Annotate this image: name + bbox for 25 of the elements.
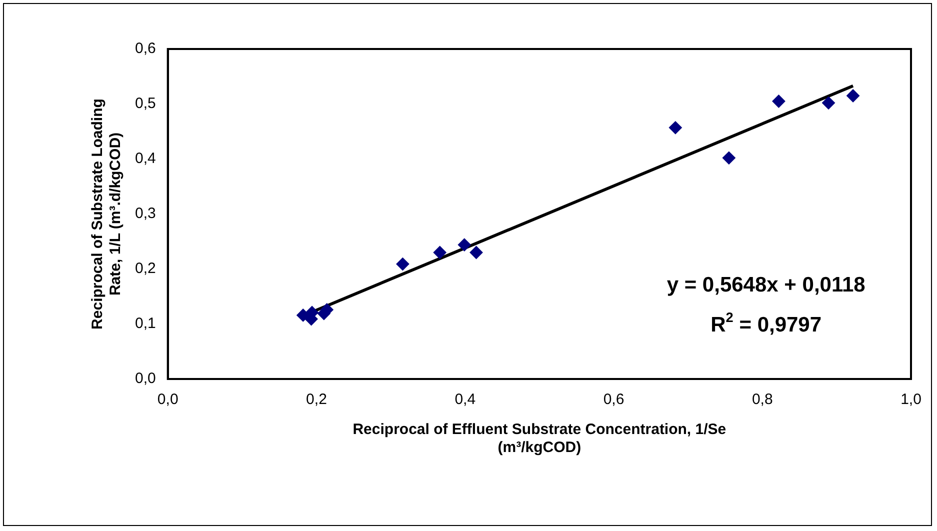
- x-tick-label: 0,6: [603, 391, 624, 408]
- y-axis-title: Reciprocal of Substrate Loading Rate, 1/L (m³.d/kgCOD): [89, 98, 124, 330]
- y-tick-label: 0,6: [134, 40, 156, 58]
- point: [822, 96, 836, 110]
- point: [433, 246, 446, 259]
- annotation: y = 0,5648x + 0,0118: [666, 274, 866, 297]
- y-tick-label: 0,2: [134, 260, 156, 278]
- x-tick-label: 0,0: [157, 391, 178, 408]
- y-tick-label: 0,5: [134, 95, 156, 112]
- x-tick-label: 0,4: [454, 391, 476, 408]
- x-tick-label: 0,8: [752, 391, 773, 408]
- point: [846, 89, 860, 102]
- point: [772, 94, 786, 108]
- x-axis-title: Reciprocal of Effluent Substrate Concentration, 1/Se (m³/kgCOD): [352, 421, 726, 456]
- y-tick-label: 0,3: [134, 205, 156, 222]
- point: [396, 258, 410, 271]
- point: [458, 238, 471, 252]
- x-tick-label: 1,0: [900, 391, 922, 408]
- y-tick-label: 0,0: [134, 370, 156, 388]
- y-tick-label: 0,4: [134, 150, 156, 168]
- point: [722, 151, 736, 164]
- point: [470, 246, 483, 259]
- point: [668, 121, 682, 134]
- x-tick-label: 0,2: [306, 391, 327, 408]
- y-tick-label: 0,1: [134, 315, 156, 332]
